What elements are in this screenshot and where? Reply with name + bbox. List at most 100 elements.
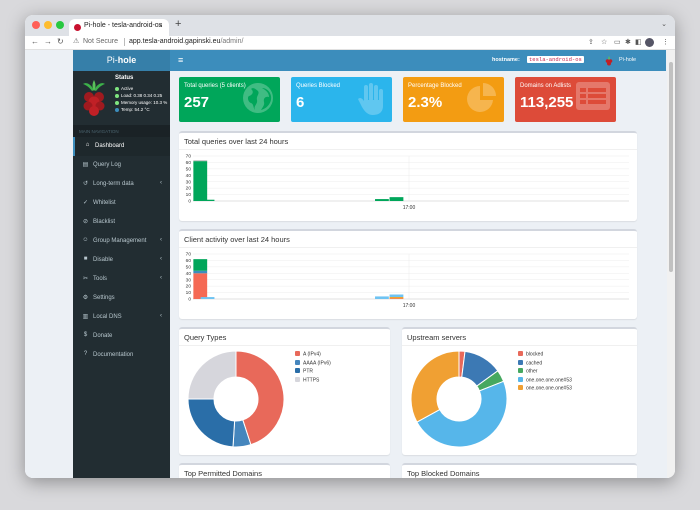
- legend-checkbox-icon[interactable]: [518, 385, 523, 390]
- status-panel: Status Active Load: 0.38 0.34 0.25 Memory …: [73, 71, 170, 125]
- legend-item[interactable]: other: [518, 368, 572, 377]
- client-activity-panel: Client activity over last 24 hours 70 60 5…: [179, 229, 637, 319]
- history-icon: ↺: [82, 181, 89, 187]
- top-navbar: ≡ hostname: tesla-android-os Pi-hole: [170, 50, 666, 71]
- sidebar-item-whitelist[interactable]: ✓ Whitelist: [73, 194, 170, 213]
- scrollbar-thumb[interactable]: [669, 62, 673, 272]
- user-pihole-icon[interactable]: [605, 55, 613, 66]
- legend-item[interactable]: HTTPS: [295, 376, 331, 386]
- reload-icon[interactable]: ↻: [57, 37, 64, 46]
- bar: [200, 297, 215, 299]
- legend-item[interactable]: blocked: [518, 351, 572, 360]
- sidebar-item-settings[interactable]: ⚙ Settings: [73, 289, 170, 308]
- legend-item[interactable]: cached: [518, 359, 572, 369]
- tab-close-icon[interactable]: ×: [158, 21, 163, 30]
- status-dot-icon: [115, 107, 119, 112]
- cast-icon[interactable]: ▭: [614, 39, 621, 46]
- chevron-left-icon: ‹: [160, 313, 162, 319]
- sidebar-item-label: Tools: [93, 276, 108, 282]
- legend-label: PTR: [303, 368, 313, 375]
- legend-item[interactable]: one.one.one.one#53: [518, 385, 572, 394]
- legend-label: cached: [526, 360, 543, 366]
- maximize-window-button[interactable]: [56, 21, 64, 29]
- status-text: Load: 0.38 0.34 0.25: [121, 93, 163, 98]
- sidebar-item-tools[interactable]: ✂ Tools ‹: [73, 270, 170, 289]
- query-types-donut-chart[interactable]: [181, 347, 291, 457]
- legend-item[interactable]: one.one.one.one#53: [518, 376, 572, 386]
- sidebar-item-group-management[interactable]: ☺ Group Management ‹: [73, 232, 170, 251]
- page-scrollbar[interactable]: [667, 50, 675, 478]
- y-tick-label: 60: [186, 258, 192, 264]
- sidebar-item-label: Donate: [93, 333, 113, 339]
- y-tick-label: 50: [186, 264, 192, 270]
- y-tick-label: 10: [186, 192, 192, 198]
- x-tick-label: 17:00: [403, 205, 416, 211]
- status-line: Temp: 54.2 °C: [115, 107, 150, 112]
- sidepanel-icon[interactable]: ◧: [635, 39, 642, 46]
- pie-slice: [235, 350, 285, 446]
- queries-over-time-title: Total queries over last 24 hours: [184, 137, 289, 146]
- y-tick-label: 50: [186, 166, 192, 172]
- legend-checkbox-icon[interactable]: [518, 351, 523, 356]
- sidebar-item-documentation[interactable]: ? Documentation: [73, 346, 170, 365]
- bookmark-star-icon[interactable]: ☆: [601, 39, 608, 46]
- legend-checkbox-icon[interactable]: [295, 359, 300, 365]
- upstream-servers-panel: Upstream servers blocked cached other one.o…: [402, 327, 637, 455]
- sidebar-item-label: Disable: [93, 257, 114, 263]
- sidebar-toggle-icon[interactable]: ≡: [178, 55, 184, 65]
- pihole-logo[interactable]: Pi-hole: [73, 50, 170, 71]
- legend-checkbox-icon[interactable]: [295, 351, 300, 356]
- browser-tab[interactable]: Pi-hole - tesla-android-os ×: [69, 19, 169, 36]
- bar: [193, 160, 208, 162]
- url-field[interactable]: ⚠ Not Secure app.tesla-android.gapinski.…: [69, 37, 569, 48]
- new-tab-button[interactable]: +: [175, 18, 182, 30]
- sidebar-item-disable[interactable]: ■ Disable ‹: [73, 251, 170, 270]
- tab-search-icon[interactable]: ⌄: [661, 21, 667, 28]
- sidebar-item-blacklist[interactable]: ⊘ Blacklist: [73, 213, 170, 232]
- query-types-title: Query Types: [184, 333, 227, 342]
- question-icon: ?: [83, 351, 88, 357]
- omnibox-divider: [124, 38, 125, 46]
- minimize-window-button[interactable]: [44, 21, 52, 29]
- not-secure-label: Not Secure: [83, 38, 119, 45]
- sidebar-item-label: Blacklist: [93, 219, 116, 225]
- sidebar-item-dashboard[interactable]: ⌂ Dashboard: [73, 137, 170, 156]
- legend-checkbox-icon[interactable]: [295, 376, 300, 382]
- sidebar-item-label: Whitelist: [93, 200, 116, 206]
- sidebar-item-long-term-data[interactable]: ↺ Long-term data ‹: [73, 175, 170, 194]
- sidebar-item-query-log[interactable]: ▤ Query Log: [73, 156, 170, 175]
- stat-total-label: Total queries (5 clients): [184, 83, 246, 89]
- stat-total-queries[interactable]: Total queries (5 clients) 257: [179, 77, 280, 122]
- legend-checkbox-icon[interactable]: [518, 359, 523, 365]
- legend-item[interactable]: PTR: [295, 368, 331, 377]
- browser-menu-icon[interactable]: ⋮: [662, 39, 669, 46]
- tab-strip: Pi-hole - tesla-android-os × + ⌄: [25, 15, 675, 36]
- sidebar-item-label: Dashboard: [95, 143, 125, 149]
- back-icon[interactable]: ←: [31, 37, 39, 46]
- legend-item[interactable]: A (IPv4): [295, 351, 331, 360]
- legend-checkbox-icon[interactable]: [295, 368, 300, 373]
- stat-domains-adlists[interactable]: Domains on Adlists 113,255: [515, 77, 616, 122]
- upstream-servers-legend: blocked cached other one.one.one.one#53 one.…: [518, 351, 572, 394]
- legend-item[interactable]: AAAA (IPv6): [295, 359, 331, 369]
- profile-avatar[interactable]: [645, 38, 654, 47]
- stat-queries-blocked[interactable]: Queries Blocked 6: [291, 77, 392, 122]
- upstream-servers-donut-chart[interactable]: [404, 347, 514, 457]
- forward-icon[interactable]: →: [44, 37, 52, 46]
- bar: [375, 296, 389, 299]
- extensions-icon[interactable]: ✱: [625, 39, 631, 46]
- close-window-button[interactable]: [32, 21, 40, 29]
- stat-percentage-blocked[interactable]: Percentage Blocked 2.3%: [403, 77, 504, 122]
- share-icon[interactable]: ⇪: [588, 39, 594, 46]
- legend-checkbox-icon[interactable]: [518, 368, 523, 373]
- sidebar-item-local-dns[interactable]: ▥ Local DNS ‹: [73, 308, 170, 327]
- y-tick-label: 30: [186, 179, 192, 185]
- legend-checkbox-icon[interactable]: [518, 376, 523, 382]
- file-icon: ▤: [82, 162, 89, 168]
- pihole-favicon-icon: [74, 24, 81, 31]
- stat-percent-label: Percentage Blocked: [408, 83, 462, 89]
- user-menu[interactable]: Pi-hole: [619, 57, 637, 63]
- sidebar-item-donate[interactable]: $ Donate: [73, 327, 170, 346]
